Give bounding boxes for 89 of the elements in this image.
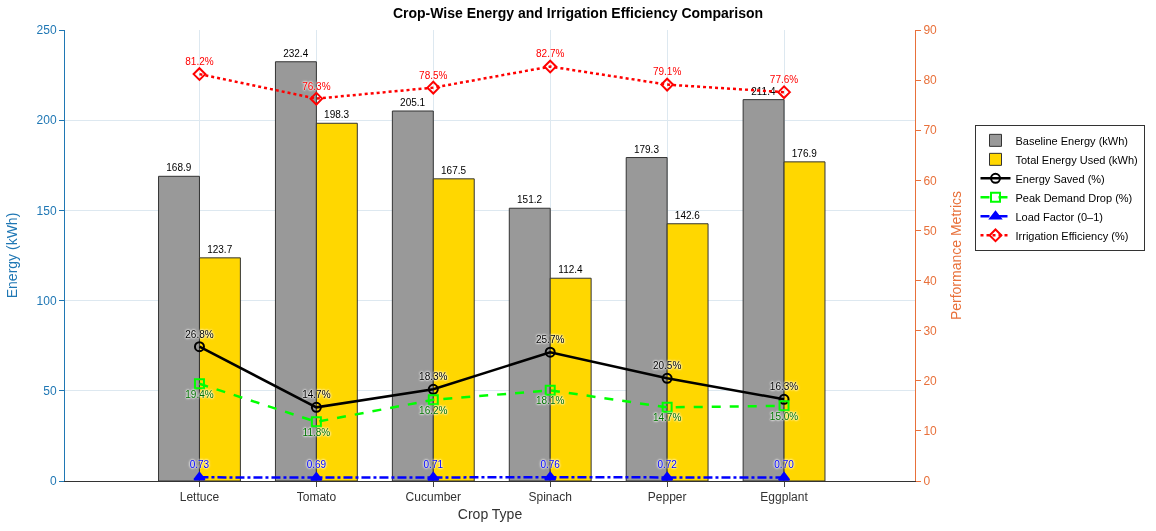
data-label: 15.0% — [769, 410, 799, 422]
x-tick-label: Cucumber — [405, 490, 461, 505]
data-label: 77.6% — [769, 74, 799, 86]
point — [778, 393, 790, 405]
data-label: 11.8% — [302, 426, 331, 438]
data-label: 16.3% — [769, 381, 799, 393]
legend-label: Total Energy Used (kWh) — [1015, 153, 1138, 166]
data-label: 211.4 — [751, 85, 776, 97]
data-label: 232.4 — [283, 47, 309, 59]
y-tick-label: 200 — [36, 113, 57, 128]
data-label: 79.1% — [652, 66, 682, 78]
y2-tick-label: 20 — [923, 373, 938, 388]
data-label: 76.3% — [302, 80, 331, 92]
y2-axis-title: Performance Metrics — [948, 190, 965, 321]
y-tick-label: 150 — [36, 203, 57, 218]
data-label: 179.3 — [633, 143, 660, 155]
legend-label: Energy Saved (%) — [1015, 172, 1105, 185]
point — [310, 416, 322, 428]
point — [427, 471, 440, 481]
point — [193, 471, 206, 481]
legend-label: Peak Demand Drop (%) — [1015, 191, 1133, 204]
data-label: 82.7% — [536, 48, 565, 60]
data-label: 81.2% — [185, 55, 214, 67]
y-axis-title: Energy (kWh) — [4, 212, 21, 299]
data-label: 0.73 — [189, 459, 210, 471]
y-tick-label: 0 — [49, 474, 57, 489]
data-label: 205.1 — [400, 97, 426, 108]
data-label: 151.2 — [517, 194, 543, 206]
data-label: 176.9 — [791, 147, 818, 159]
point — [193, 378, 205, 390]
point — [777, 471, 791, 481]
legend-label: Baseline Energy (kWh) — [1015, 134, 1128, 147]
point — [544, 471, 557, 481]
chart-title: Crop-Wise Energy and Irrigation Efficiency Comparison — [392, 4, 764, 21]
point — [777, 85, 791, 99]
y2-tick-label: 10 — [923, 424, 938, 439]
x-tick-label: Pepper — [647, 490, 687, 505]
data-label: 0.71 — [423, 459, 444, 471]
y-tick-label: 100 — [36, 293, 57, 308]
data-label: 25.7% — [536, 334, 565, 346]
point — [661, 401, 673, 413]
x-tick-label: Eggplant — [760, 490, 809, 505]
data-label: 0.70 — [774, 459, 795, 471]
y2-tick-label: 60 — [923, 173, 938, 188]
point — [309, 91, 324, 106]
y2-tick-label: 30 — [923, 323, 938, 338]
data-label: 168.9 — [166, 162, 192, 174]
data-label: 0.76 — [540, 459, 561, 471]
y-tick-label: 250 — [36, 23, 57, 38]
point — [192, 67, 207, 81]
y2-tick-label: 40 — [923, 273, 938, 288]
data-label: 123.7 — [207, 243, 233, 255]
x-tick-label: Lettuce — [179, 490, 220, 505]
y-tick-label: 50 — [43, 384, 57, 398]
y2-tick-label: 70 — [923, 123, 938, 138]
x-tick-label: Spinach — [528, 490, 572, 505]
data-label: 78.5% — [419, 69, 448, 81]
y2-tick-label: 50 — [923, 223, 938, 238]
point — [426, 80, 441, 95]
data-label: 26.8% — [185, 328, 214, 340]
data-label: 0.69 — [306, 459, 327, 471]
point — [544, 384, 556, 396]
y2-tick-label: 80 — [923, 73, 938, 88]
point — [660, 471, 674, 481]
point — [193, 341, 205, 353]
point — [427, 394, 439, 406]
point — [660, 77, 674, 92]
legend-label: Irrigation Efficiency (%) — [1015, 229, 1129, 242]
y2-tick-label: 90 — [923, 23, 938, 38]
y2-tick-label: 0 — [923, 474, 931, 489]
legend-label: Load Factor (0–1) — [1015, 210, 1103, 223]
data-label: 18.3% — [419, 371, 448, 383]
data-label: 167.5 — [441, 164, 467, 176]
point — [427, 383, 439, 395]
point — [543, 59, 558, 74]
data-label: 198.3 — [324, 109, 350, 121]
point — [661, 372, 673, 384]
data-label: 112.4 — [558, 264, 584, 276]
data-label: 0.72 — [657, 459, 678, 471]
data-label: 19.4% — [185, 388, 214, 400]
x-axis-title: Crop Type — [457, 505, 523, 522]
point — [544, 346, 556, 358]
point — [310, 401, 322, 413]
point — [778, 400, 790, 412]
data-label: 142.6 — [674, 209, 701, 221]
data-label: 14.7% — [652, 412, 682, 424]
data-label: 20.5% — [652, 360, 682, 372]
data-label: 18.1% — [536, 395, 565, 407]
x-tick-label: Tomato — [296, 490, 337, 505]
